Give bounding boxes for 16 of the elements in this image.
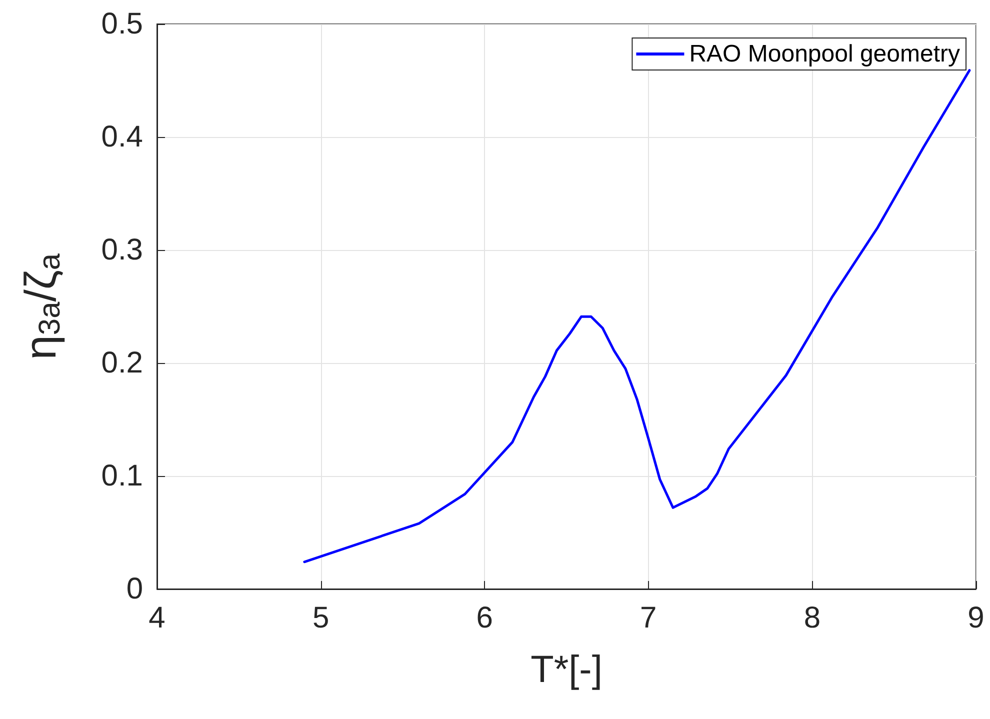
x-tick-label: 8: [804, 602, 821, 634]
x-tick-label: 7: [640, 602, 657, 634]
x-tick-label: 9: [968, 602, 984, 634]
x-tick-label: 5: [312, 602, 330, 634]
y-tick-label: 0.1: [101, 460, 143, 492]
line-series: [303, 69, 971, 564]
y-tick-label: 0.2: [101, 346, 143, 380]
y-axis-title: η3a/ζa: [16, 253, 66, 360]
legend-label: RAO Moonpool geometry: [689, 40, 960, 68]
x-tick-label: 6: [476, 602, 493, 634]
y-tick-label: 0.5: [101, 8, 143, 40]
y-tick-label: 0: [126, 572, 143, 606]
y-tick-label: 0.4: [101, 120, 143, 154]
y-tick-label: 0.3: [101, 234, 143, 266]
x-axis-title: T*[-]: [530, 649, 602, 691]
x-tick-label: 4: [148, 602, 166, 634]
